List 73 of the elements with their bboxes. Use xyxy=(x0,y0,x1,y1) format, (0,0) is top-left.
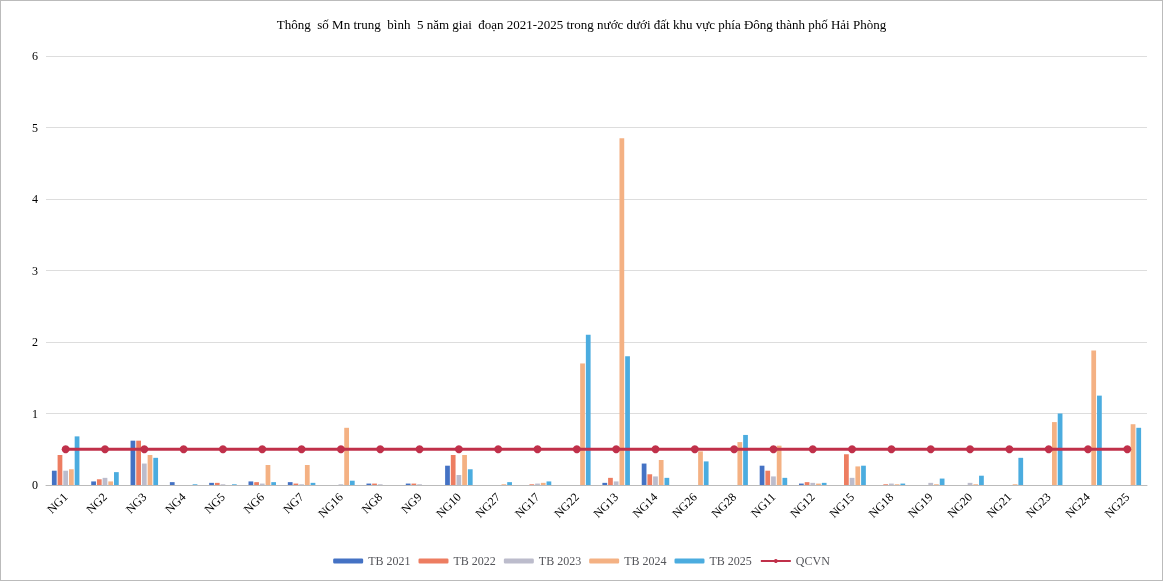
bar xyxy=(254,482,259,485)
bar xyxy=(344,427,349,485)
bar xyxy=(271,482,277,485)
bar xyxy=(214,482,220,485)
bar xyxy=(1091,350,1097,485)
bar xyxy=(619,138,625,485)
bar xyxy=(613,481,619,485)
bar xyxy=(844,454,849,485)
y-tick-label: 4 xyxy=(32,192,38,206)
bar xyxy=(114,472,119,485)
bar xyxy=(625,356,630,485)
bar xyxy=(737,442,743,485)
y-tick-label: 1 xyxy=(32,406,38,421)
x-tick-label: NG1 xyxy=(44,490,71,517)
y-tick-label: 5 xyxy=(32,120,38,135)
bar xyxy=(580,363,585,485)
chart-title: Thông số Mn trung bình 5 năm giai đoạn 2021-2025 trong nước dưới đất khu vực phía Đông thành phố Hải Phòng xyxy=(276,17,887,32)
bar xyxy=(821,482,827,485)
bar xyxy=(141,463,147,485)
bar xyxy=(68,469,74,485)
bar xyxy=(91,481,96,485)
bar xyxy=(467,469,473,485)
bar xyxy=(608,477,613,485)
legend-label: TB 2025 xyxy=(709,554,752,568)
bar xyxy=(602,482,608,485)
bar xyxy=(63,470,69,485)
legend-label: TB 2021 xyxy=(368,554,411,568)
bar xyxy=(248,481,254,485)
legend-label: TB 2023 xyxy=(538,554,582,568)
bar xyxy=(546,481,552,485)
bar xyxy=(349,480,355,485)
bar xyxy=(979,475,984,485)
bar xyxy=(585,334,591,485)
y-tick-label: 0 xyxy=(32,478,38,492)
bar xyxy=(540,482,546,485)
bar xyxy=(445,465,450,485)
bar xyxy=(658,459,664,485)
y-tick-label: 6 xyxy=(32,49,38,63)
legend-label: TB 2022 xyxy=(453,554,496,568)
bar xyxy=(287,482,293,485)
legend-label: TB 2024 xyxy=(624,554,667,568)
bar xyxy=(108,481,114,485)
bar xyxy=(782,477,788,485)
bar xyxy=(1136,427,1142,485)
bar xyxy=(776,445,782,485)
bar xyxy=(51,470,57,485)
legend-label: QCVN xyxy=(795,554,831,568)
bar xyxy=(507,482,512,485)
bar xyxy=(304,464,310,485)
bar xyxy=(743,434,748,485)
y-tick-label: 3 xyxy=(32,263,38,278)
bar xyxy=(136,440,141,485)
bar xyxy=(861,465,866,485)
bar xyxy=(96,479,102,485)
bar xyxy=(1097,395,1102,485)
bar xyxy=(771,476,776,485)
bar xyxy=(703,461,709,485)
bar xyxy=(1052,422,1057,485)
bar xyxy=(928,482,934,485)
bar xyxy=(153,457,159,485)
bar xyxy=(1018,457,1024,485)
bar xyxy=(810,482,816,485)
bar xyxy=(462,454,467,485)
bar xyxy=(664,477,670,485)
bar xyxy=(765,470,771,485)
bar xyxy=(855,466,861,485)
bar xyxy=(450,454,456,485)
bar xyxy=(698,451,703,485)
bar xyxy=(169,482,175,485)
y-tick-label: 2 xyxy=(32,335,38,349)
bar xyxy=(209,482,214,485)
bar xyxy=(647,474,653,485)
bar xyxy=(653,476,658,485)
